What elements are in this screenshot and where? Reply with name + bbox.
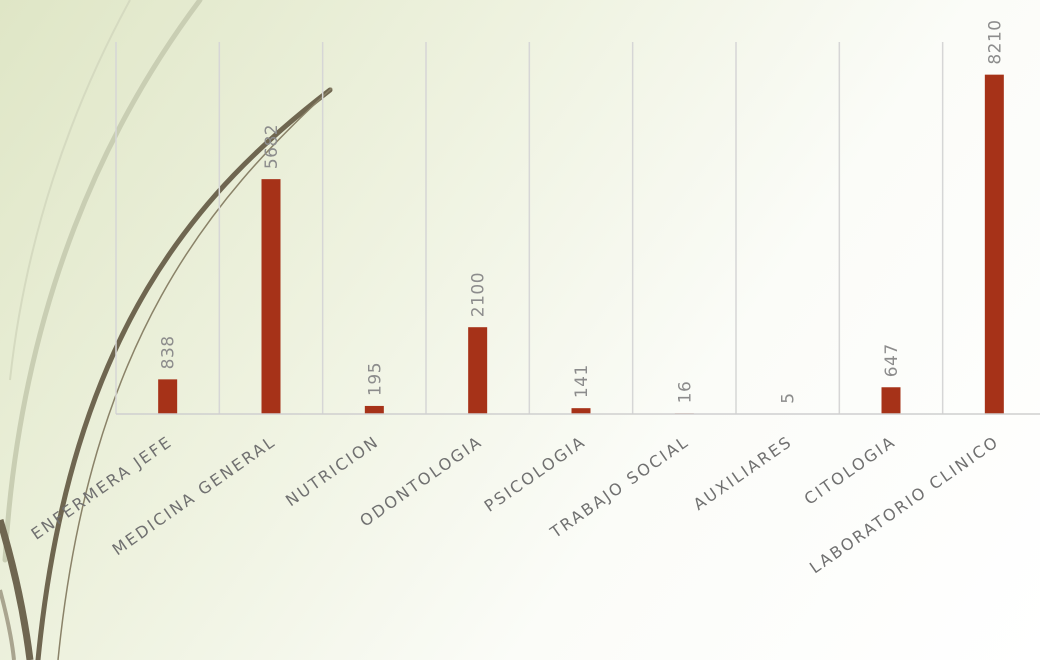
category-label-2: NUTRICION: [282, 432, 383, 510]
bar-3: [468, 327, 488, 414]
data-label-5: 16: [675, 381, 695, 404]
bar-2: [364, 405, 384, 414]
category-label-8: LABORATORIO CLINICO: [806, 432, 1003, 578]
chart-bars: [158, 74, 1004, 415]
bar-7: [881, 387, 901, 414]
bar-0: [158, 379, 178, 414]
bar-4: [571, 408, 591, 414]
data-label-7: 647: [882, 343, 902, 377]
swoosh-dark-main: [35, 87, 333, 660]
bar-1: [261, 179, 281, 414]
swoosh-dark-thin: [57, 87, 333, 660]
data-label-8: 8210: [985, 19, 1005, 64]
swoosh-light-inner: [9, 0, 131, 381]
swoosh-bottom-dark: [0, 518, 34, 660]
swoosh-bottom-light: [0, 589, 16, 660]
category-label-4: PSICOLOGIA: [481, 432, 590, 516]
chart-value-labels: 838 5682 195 2100 141 16 5 647 8210: [159, 19, 1006, 403]
data-label-4: 141: [572, 364, 592, 398]
swoosh-light-long: [2, 0, 203, 563]
data-label-1: 5682: [262, 124, 282, 169]
category-label-1: MEDICINA GENERAL: [109, 432, 280, 559]
category-label-7: CITOLOGIA: [801, 432, 900, 509]
data-label-2: 195: [365, 362, 385, 396]
data-label-0: 838: [159, 335, 179, 369]
chart-gridlines: [115, 42, 944, 414]
category-label-6: AUXILIARES: [690, 432, 796, 514]
data-label-6: 5: [779, 392, 799, 403]
data-label-3: 2100: [469, 272, 489, 317]
bar-8: [984, 74, 1004, 415]
